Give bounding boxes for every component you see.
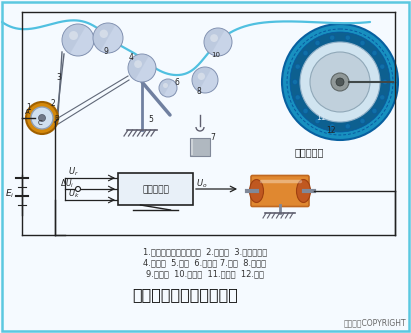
Circle shape [331, 73, 349, 91]
Circle shape [295, 64, 300, 69]
Text: 9.传动辊  10.传动辊  11.卷取辊  12.布料: 9.传动辊 10.传动辊 11.卷取辊 12.布料 [146, 269, 264, 278]
Circle shape [192, 67, 218, 93]
Circle shape [310, 52, 370, 112]
Circle shape [159, 79, 177, 97]
Circle shape [330, 35, 335, 40]
Circle shape [345, 35, 350, 40]
Text: 功率放大器: 功率放大器 [142, 185, 169, 194]
Text: B: B [54, 115, 59, 121]
Circle shape [163, 83, 168, 88]
Ellipse shape [296, 179, 310, 202]
Circle shape [380, 64, 385, 69]
Text: C: C [38, 120, 43, 126]
Text: 10: 10 [212, 52, 220, 58]
Circle shape [345, 124, 350, 129]
Text: 6: 6 [174, 78, 179, 87]
Circle shape [315, 119, 320, 124]
Circle shape [315, 41, 320, 46]
FancyBboxPatch shape [251, 175, 309, 206]
Text: $\Delta U_i$: $\Delta U_i$ [60, 177, 74, 189]
Circle shape [210, 34, 218, 42]
Text: 东方仿真COPYRIGHT: 东方仿真COPYRIGHT [344, 318, 406, 327]
Circle shape [128, 54, 156, 82]
Circle shape [300, 42, 380, 122]
Text: 2: 2 [50, 99, 55, 108]
Text: 4.摆动轮  5.支架  6.摆动杆 7.砝码  8.张力辊: 4.摆动轮 5.支架 6.摆动杆 7.砝码 8.张力辊 [143, 258, 267, 267]
Circle shape [62, 24, 94, 56]
Circle shape [295, 95, 300, 100]
Wedge shape [159, 79, 173, 96]
Text: 1.电位器式角位移传感器  2.从动轮  3.同步齿形带: 1.电位器式角位移传感器 2.从动轮 3.同步齿形带 [143, 247, 267, 256]
Circle shape [360, 119, 365, 124]
Text: 伺服电动机: 伺服电动机 [295, 147, 324, 157]
Text: $U_o$: $U_o$ [196, 177, 208, 189]
Bar [118, 173, 193, 205]
Text: $E_i$: $E_i$ [5, 188, 14, 200]
Wedge shape [93, 23, 115, 51]
Ellipse shape [249, 179, 263, 202]
Circle shape [69, 31, 78, 40]
Text: $U_k$: $U_k$ [68, 188, 80, 200]
Text: 3: 3 [56, 73, 61, 82]
Circle shape [204, 28, 232, 56]
Circle shape [330, 124, 335, 129]
Circle shape [99, 30, 108, 38]
Text: A: A [25, 109, 30, 115]
Circle shape [383, 80, 388, 85]
Text: 8: 8 [196, 87, 201, 96]
Circle shape [39, 115, 46, 122]
Circle shape [303, 109, 308, 114]
Text: 5: 5 [148, 115, 153, 124]
Circle shape [93, 23, 123, 53]
Text: 7: 7 [210, 133, 215, 142]
Wedge shape [192, 67, 212, 91]
Text: 4: 4 [129, 53, 134, 62]
Circle shape [198, 73, 205, 80]
Circle shape [380, 95, 385, 100]
Circle shape [290, 32, 390, 132]
Wedge shape [204, 28, 225, 54]
Circle shape [26, 102, 58, 134]
Text: 11: 11 [316, 113, 326, 122]
Text: 9: 9 [104, 47, 109, 56]
Wedge shape [62, 24, 86, 54]
Text: $U_r$: $U_r$ [68, 166, 79, 178]
Text: 12: 12 [326, 126, 335, 135]
Text: 布料张力测量及控制原理: 布料张力测量及控制原理 [132, 287, 238, 302]
Circle shape [372, 51, 377, 56]
Circle shape [76, 186, 81, 191]
Wedge shape [128, 54, 149, 80]
Circle shape [372, 109, 377, 114]
Circle shape [134, 60, 142, 68]
Circle shape [293, 80, 298, 85]
Bar [190, 138, 210, 156]
Text: 1: 1 [26, 103, 31, 112]
Circle shape [303, 51, 308, 56]
Circle shape [31, 107, 53, 129]
Circle shape [360, 41, 365, 46]
Circle shape [282, 24, 398, 140]
Circle shape [336, 78, 344, 86]
